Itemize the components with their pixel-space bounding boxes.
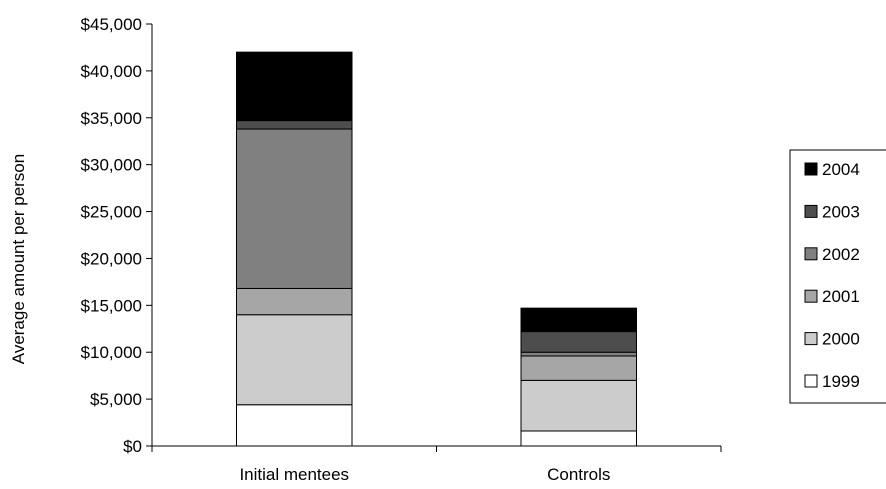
legend-label-2004: 2004: [822, 160, 860, 179]
bar-segment-2000: [235, 314, 353, 406]
legend-label-2000: 2000: [822, 330, 860, 349]
bar-segment-2003: [520, 331, 638, 353]
y-tick-label: $30,000: [81, 156, 142, 175]
y-tick-label: $45,000: [81, 15, 142, 34]
legend-swatch-2002: [804, 247, 818, 261]
y-tick-label: $20,000: [81, 249, 142, 268]
y-tick-label: $40,000: [81, 62, 142, 81]
bar-segment-2001: [520, 355, 638, 381]
y-axis-title: Average amount per person: [9, 154, 28, 364]
legend-swatch-2000: [804, 332, 818, 346]
y-tick-label: $0: [123, 437, 142, 456]
bar-segment-2002: [520, 351, 638, 357]
bar-segment-2003: [235, 120, 353, 130]
y-tick-label: $35,000: [81, 109, 142, 128]
x-category-label: Controls: [547, 465, 610, 484]
x-axis-ticks: Initial mentees Controls: [151, 446, 722, 484]
bars: [235, 51, 638, 447]
bar-segment-1999: [520, 430, 638, 447]
bar-segment-2004: [235, 51, 353, 122]
bar-segment-2002: [235, 128, 353, 289]
bar-segment-1999: [235, 404, 353, 447]
legend-box: [789, 149, 886, 404]
legend-swatch-1999: [804, 374, 818, 388]
y-tick-label: $15,000: [81, 296, 142, 315]
bar-segment-2001: [235, 287, 353, 316]
bar-segment-2000: [520, 379, 638, 432]
legend-label-2003: 2003: [822, 202, 860, 221]
legend-label-1999: 1999: [822, 372, 860, 391]
legend-swatch-2003: [804, 204, 818, 218]
y-tick-label: $10,000: [81, 343, 142, 362]
x-category-label: Initial mentees: [239, 465, 349, 484]
legend-label-2001: 2001: [822, 287, 860, 306]
legend-swatch-2004: [804, 162, 818, 176]
y-tick-label: $25,000: [81, 203, 142, 222]
legend-label-2002: 2002: [822, 245, 860, 264]
bar-segment-2004: [520, 307, 638, 333]
legend-swatch-2001: [804, 289, 818, 303]
legend: 2004 2003 2002 2001 2000 1999: [789, 149, 886, 404]
y-axis-ticks: $0 $5,000 $10,000 $15,000 $20,000 $25,000 $30,…: [81, 15, 152, 456]
y-tick-label: $5,000: [90, 390, 142, 409]
